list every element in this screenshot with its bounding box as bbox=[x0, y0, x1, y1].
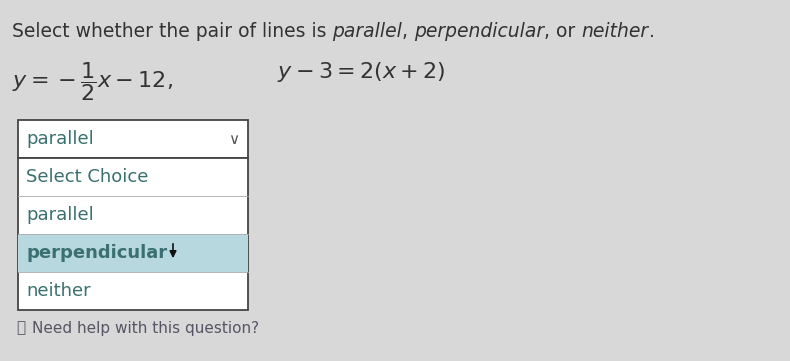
Text: $y - 3 = 2(x + 2)$: $y - 3 = 2(x + 2)$ bbox=[277, 60, 446, 84]
Text: $y = -\dfrac{1}{2}x - 12,$: $y = -\dfrac{1}{2}x - 12,$ bbox=[12, 60, 173, 103]
Text: parallel: parallel bbox=[26, 130, 94, 148]
Text: ,: , bbox=[402, 22, 415, 41]
Text: Select Choice: Select Choice bbox=[26, 168, 149, 186]
Bar bbox=[18, 120, 248, 158]
Text: perpendicular: perpendicular bbox=[415, 22, 544, 41]
Text: Select whether the pair of lines is: Select whether the pair of lines is bbox=[12, 22, 333, 41]
Bar bbox=[18, 234, 248, 272]
Text: .: . bbox=[649, 22, 655, 41]
Text: perpendicular: perpendicular bbox=[26, 244, 167, 262]
Text: , or: , or bbox=[544, 22, 581, 41]
Text: Need help with this question?: Need help with this question? bbox=[32, 321, 259, 335]
Text: neither: neither bbox=[26, 282, 91, 300]
Bar bbox=[18, 158, 248, 310]
Text: parallel: parallel bbox=[333, 22, 402, 41]
Text: ∨: ∨ bbox=[228, 131, 239, 147]
Text: ⓘ: ⓘ bbox=[16, 321, 25, 335]
Text: neither: neither bbox=[581, 22, 649, 41]
Text: parallel: parallel bbox=[26, 206, 94, 224]
